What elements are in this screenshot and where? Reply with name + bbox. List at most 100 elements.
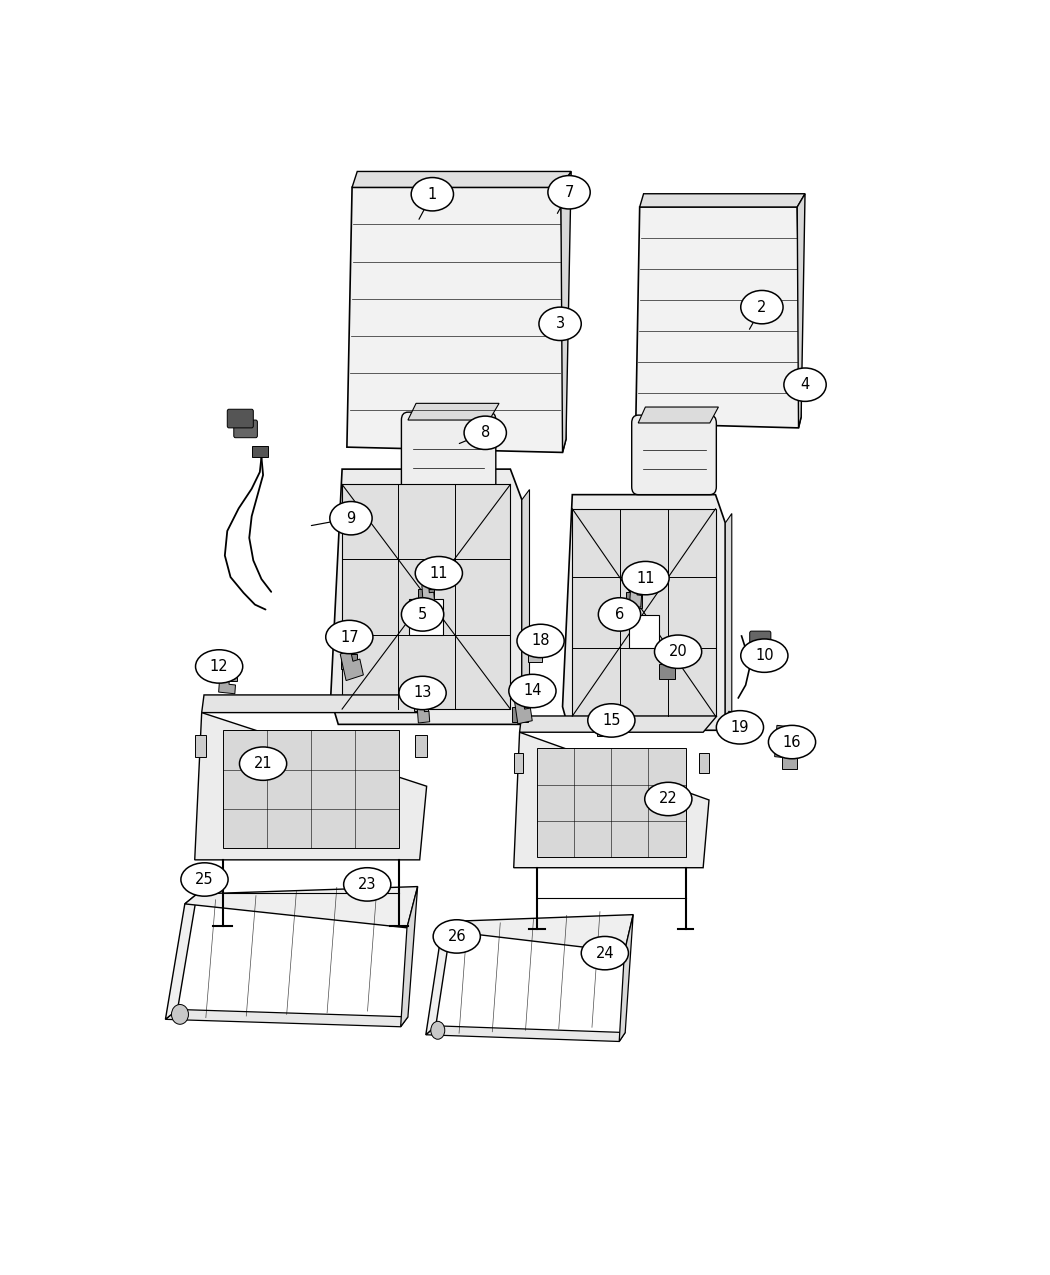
Text: 12: 12 bbox=[210, 659, 229, 674]
Ellipse shape bbox=[509, 674, 556, 708]
Polygon shape bbox=[212, 657, 237, 681]
Text: 25: 25 bbox=[195, 872, 214, 887]
FancyBboxPatch shape bbox=[750, 631, 771, 648]
Text: 16: 16 bbox=[782, 734, 801, 750]
Polygon shape bbox=[426, 1026, 625, 1042]
Ellipse shape bbox=[326, 621, 373, 654]
Text: 11: 11 bbox=[636, 571, 655, 585]
Bar bbox=[629, 615, 658, 648]
Polygon shape bbox=[422, 585, 435, 606]
Polygon shape bbox=[726, 711, 746, 743]
Ellipse shape bbox=[548, 176, 590, 209]
Ellipse shape bbox=[769, 725, 816, 759]
Polygon shape bbox=[522, 490, 529, 724]
Ellipse shape bbox=[343, 868, 391, 901]
Text: 17: 17 bbox=[340, 630, 359, 644]
Ellipse shape bbox=[464, 416, 506, 450]
Bar bbox=[418, 589, 434, 604]
Ellipse shape bbox=[171, 1005, 188, 1024]
Polygon shape bbox=[775, 725, 796, 759]
Polygon shape bbox=[346, 187, 566, 453]
Bar bbox=[252, 445, 268, 458]
Ellipse shape bbox=[539, 307, 582, 340]
Polygon shape bbox=[340, 650, 363, 681]
Ellipse shape bbox=[434, 919, 480, 954]
Polygon shape bbox=[782, 747, 797, 769]
Polygon shape bbox=[401, 886, 418, 1026]
Ellipse shape bbox=[415, 556, 462, 590]
Ellipse shape bbox=[330, 501, 372, 536]
Text: 4: 4 bbox=[800, 377, 810, 393]
Polygon shape bbox=[426, 922, 452, 1035]
Polygon shape bbox=[596, 710, 613, 736]
Ellipse shape bbox=[401, 598, 444, 631]
Polygon shape bbox=[185, 886, 418, 928]
Polygon shape bbox=[166, 894, 197, 1019]
Polygon shape bbox=[561, 171, 571, 453]
Text: 11: 11 bbox=[429, 566, 448, 580]
Text: 26: 26 bbox=[447, 929, 466, 944]
Text: 1: 1 bbox=[427, 186, 437, 201]
Polygon shape bbox=[194, 713, 426, 859]
Text: 24: 24 bbox=[595, 946, 614, 960]
FancyBboxPatch shape bbox=[234, 419, 257, 437]
Bar bbox=[538, 748, 686, 857]
Text: 20: 20 bbox=[669, 644, 688, 659]
Ellipse shape bbox=[716, 710, 763, 745]
Polygon shape bbox=[629, 586, 642, 607]
FancyBboxPatch shape bbox=[632, 416, 716, 495]
Polygon shape bbox=[202, 695, 436, 713]
Ellipse shape bbox=[784, 368, 826, 402]
Text: 10: 10 bbox=[755, 648, 774, 663]
Ellipse shape bbox=[740, 291, 783, 324]
Bar bbox=[658, 663, 675, 680]
Ellipse shape bbox=[399, 676, 446, 710]
Text: 23: 23 bbox=[358, 877, 377, 892]
Polygon shape bbox=[407, 403, 499, 419]
Polygon shape bbox=[194, 734, 206, 757]
Text: 18: 18 bbox=[531, 634, 550, 649]
Bar bbox=[410, 599, 443, 635]
Text: 6: 6 bbox=[615, 607, 624, 622]
Polygon shape bbox=[218, 677, 235, 694]
Text: 21: 21 bbox=[254, 756, 272, 771]
Ellipse shape bbox=[622, 561, 669, 594]
Ellipse shape bbox=[195, 650, 243, 683]
Ellipse shape bbox=[645, 783, 692, 816]
Text: 15: 15 bbox=[602, 713, 621, 728]
Text: 13: 13 bbox=[414, 686, 432, 700]
Text: 7: 7 bbox=[564, 185, 573, 200]
Polygon shape bbox=[166, 1010, 407, 1026]
Ellipse shape bbox=[582, 936, 629, 970]
Polygon shape bbox=[699, 752, 709, 773]
Text: 5: 5 bbox=[418, 607, 427, 622]
Polygon shape bbox=[797, 194, 805, 428]
Bar bbox=[341, 654, 357, 669]
Ellipse shape bbox=[654, 635, 701, 668]
Polygon shape bbox=[415, 734, 426, 757]
Polygon shape bbox=[639, 194, 805, 207]
Polygon shape bbox=[414, 685, 428, 710]
Text: 3: 3 bbox=[555, 316, 565, 332]
FancyBboxPatch shape bbox=[227, 409, 253, 428]
Polygon shape bbox=[442, 914, 633, 952]
Ellipse shape bbox=[740, 639, 788, 672]
Polygon shape bbox=[638, 407, 718, 423]
Bar bbox=[572, 509, 715, 717]
Text: 14: 14 bbox=[523, 683, 542, 699]
FancyBboxPatch shape bbox=[401, 412, 496, 495]
Polygon shape bbox=[563, 495, 726, 731]
Ellipse shape bbox=[181, 863, 228, 896]
Ellipse shape bbox=[598, 598, 640, 631]
Polygon shape bbox=[726, 514, 732, 731]
Text: 2: 2 bbox=[757, 300, 766, 315]
Polygon shape bbox=[513, 752, 524, 773]
Ellipse shape bbox=[588, 704, 635, 737]
Bar bbox=[512, 706, 528, 723]
Bar bbox=[223, 731, 399, 848]
Polygon shape bbox=[635, 207, 801, 428]
Polygon shape bbox=[520, 717, 717, 732]
Polygon shape bbox=[352, 171, 571, 187]
Bar bbox=[342, 484, 510, 709]
Ellipse shape bbox=[412, 177, 454, 210]
